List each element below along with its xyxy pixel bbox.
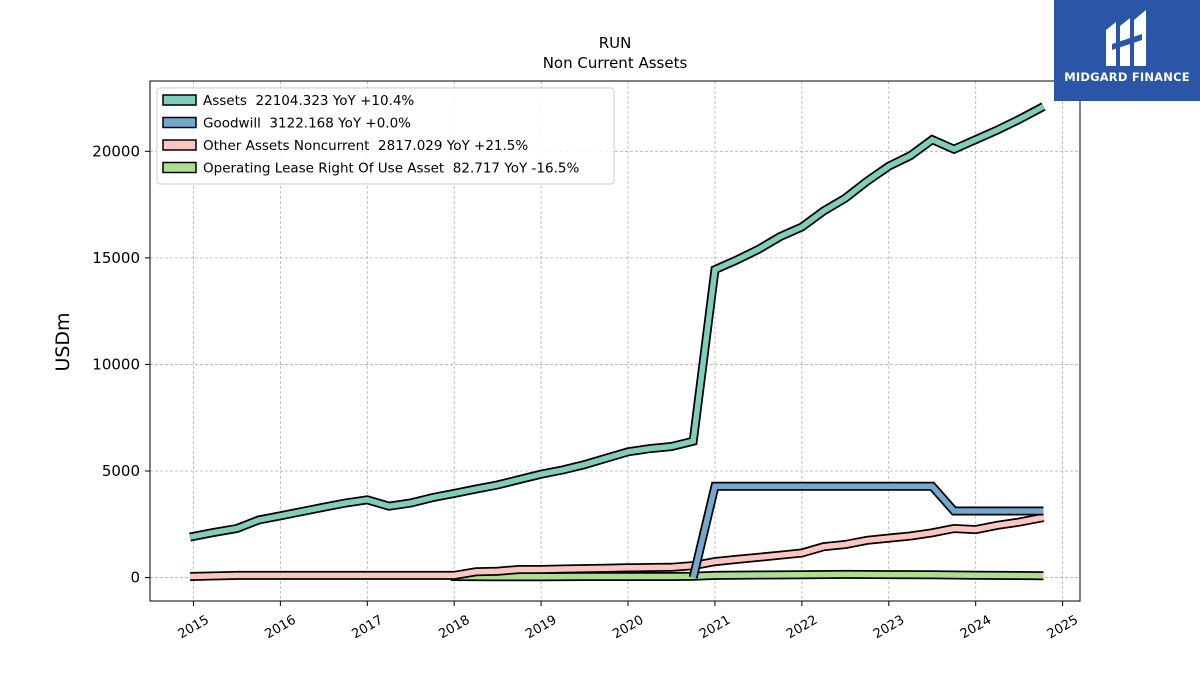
chart-title: RUN [599,34,632,52]
x-tick-label: 2016 [263,613,299,643]
x-tick-label: 2024 [958,613,994,643]
series-outline-goodwill [688,481,1044,579]
x-tick-label: 2019 [523,613,559,643]
series-line-other-assets-noncurrent [189,514,1045,580]
x-tick-label: 2018 [436,613,472,643]
x-tick-label: 2015 [176,613,212,643]
legend-swatch [162,94,197,106]
x-tick-label: 2025 [1045,613,1081,643]
x-tick-label: 2021 [697,613,733,643]
series-line-goodwill [690,483,1044,579]
y-tick-label: 20000 [92,142,140,160]
y-tick-label: 0 [130,569,140,587]
legend-swatch [162,161,197,174]
legend-frame [156,87,615,185]
x-tick-label: 2017 [349,613,385,643]
x-tick-label: 2022 [784,613,820,643]
x-tick-label: 2023 [871,613,907,643]
series-line-operating-lease-right-of-use-asset [450,571,1044,580]
y-tick-label: 5000 [102,462,140,480]
y-tick-label: 15000 [92,249,140,267]
legend-swatch [162,139,197,151]
legend-entry: Operating Lease Right Of Use Asset 82.71… [203,161,579,177]
plot-frame [149,80,1081,602]
logo-text: MIDGARD FINANCE [1064,70,1190,84]
legend-swatch [162,116,197,129]
legend-entry: Other Assets Noncurrent 2817.029 YoY +21… [203,138,528,154]
series-lines [189,102,1046,582]
midgard-finance-logo: MIDGARD FINANCE [1054,0,1200,101]
legend: Assets 22104.323 YoY +10.4% Goodwill 3122… [156,87,615,185]
y-tick-label: 10000 [92,355,140,373]
legend-entry: Assets 22104.323 YoY +10.4% [203,93,414,109]
legend-entry: Goodwill 3122.168 YoY +0.0% [203,116,411,132]
series-line-assets [189,104,1045,540]
x-tick-label: 2020 [610,613,646,643]
chart-subtitle: Non Current Assets [543,54,688,72]
y-axis-label: USDm [52,312,74,371]
logo-emblem-icon [1106,10,1146,66]
